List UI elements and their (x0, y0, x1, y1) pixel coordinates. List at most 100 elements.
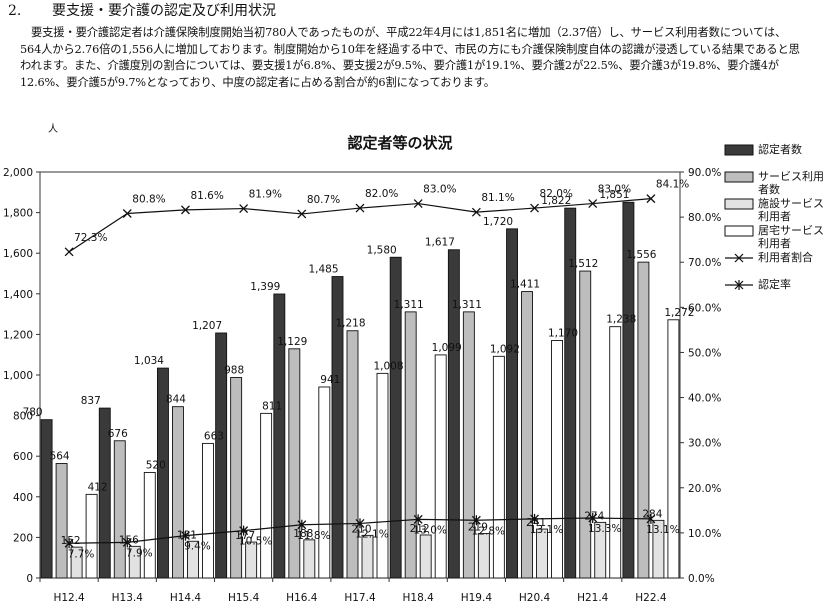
x-tick-label: H13.4 (112, 592, 144, 604)
x-tick-label: H18.4 (403, 592, 435, 604)
legend-item-certified: 認定者数 (722, 142, 826, 169)
line-value-label: 7.9% (126, 547, 153, 559)
bar-value-label: 284 (642, 508, 662, 520)
bar (303, 539, 316, 579)
legend-swatch-bar-gray (724, 171, 754, 183)
bar-value-label: 1,034 (134, 355, 164, 367)
bar-value-label: 663 (204, 430, 224, 442)
legend-item-certification-rate: 認定率 (722, 277, 826, 304)
bar (143, 471, 156, 579)
bar (376, 372, 389, 579)
line-marker (646, 513, 656, 524)
line-value-label: 83.0% (423, 184, 456, 196)
y-left-tick-label: 2,000 (3, 167, 33, 179)
bar (361, 534, 374, 579)
bar (521, 291, 533, 579)
x-tick-label: H19.4 (461, 592, 493, 604)
bar (85, 493, 98, 579)
y-right-tick-label: 30.0% (688, 438, 721, 450)
line-value-label: 84.1% (656, 179, 689, 191)
line-marker (355, 518, 365, 529)
y-right-tick-label: 40.0% (688, 393, 721, 405)
bar (128, 545, 141, 579)
bar (536, 528, 548, 579)
y-left-tick-label: 400 (13, 492, 33, 504)
y-left-tick-label: 1,600 (3, 248, 33, 260)
legend-label: 認定者数 (758, 143, 802, 156)
bar-value-label: 241 (526, 517, 546, 529)
line-value-label: 13.0% (414, 524, 447, 536)
legend-swatch-star-line (725, 280, 753, 290)
bar (260, 412, 273, 579)
bar (609, 326, 622, 579)
legend-label: 利用者割合 (758, 251, 813, 264)
left-y-axis: 0 200 400 600 800 1,000 1,200 1,400 1,600 1,800 2,… (3, 167, 40, 585)
bar-value-label: 1,129 (277, 336, 307, 348)
line-marker (471, 515, 481, 526)
x-tick-label: H15.4 (228, 592, 260, 604)
line-value-label: 83.0% (598, 184, 631, 196)
bar-value-label: 676 (108, 428, 128, 440)
line-marker (122, 537, 132, 548)
bar (273, 293, 286, 579)
line-value-label: 7.7% (68, 548, 95, 560)
bar-value-label: 837 (81, 395, 101, 407)
bar-value-label: 1,720 (483, 216, 513, 228)
y-left-tick-label: 600 (13, 451, 33, 463)
x-axis: H12.4 H13.4 H14.4 H15.4 H16.4 H17.4 H18.4 H19.4… (39, 578, 667, 604)
bar-value-label: 1,311 (394, 299, 424, 311)
bar-value-label: 1,218 (335, 318, 365, 330)
bar (202, 442, 214, 579)
y-left-tick-label: 0 (26, 573, 33, 585)
y-right-tick-label: 20.0% (688, 483, 721, 495)
bar (40, 419, 53, 579)
y-left-tick-label: 200 (13, 532, 33, 544)
bar-value-label: 1,272 (664, 307, 694, 319)
y-left-tick-label: 1,400 (3, 289, 33, 301)
bar (113, 440, 126, 579)
bar-value-label: 1,512 (568, 258, 598, 270)
bar-value-label: 1,399 (250, 281, 280, 293)
legend-swatch-x-line (725, 253, 753, 263)
section-heading: 2. 要支援・要介護の認定及び利用状況 (8, 2, 818, 20)
chart-title: 認定者等の状況 (347, 134, 452, 152)
y-left-tick-label: 1,800 (3, 208, 33, 220)
bar-value-label: 412 (88, 481, 108, 493)
line-value-label: 82.0% (540, 188, 573, 200)
line-marker (64, 538, 74, 549)
line-marker (530, 513, 540, 524)
legend-swatch-bar-dark (724, 144, 754, 156)
bar (98, 407, 111, 579)
legend-label: 施設サービス利用者 (758, 197, 824, 223)
bar-value-label: 1,485 (308, 264, 338, 276)
bar-value-label: 1,207 (192, 320, 222, 332)
bar (477, 533, 490, 579)
legend-swatch-bar-white (724, 225, 754, 237)
line-marker (64, 247, 74, 257)
section-paragraph: 要支援・要介護認定者は介護保険制度開始当初780人であったものが、平成22年4月… (20, 26, 800, 89)
line-marker (239, 204, 249, 213)
bar-value-label: 212 (410, 523, 430, 535)
x-tick-label: H17.4 (344, 592, 376, 604)
x-tick-label: H16.4 (286, 592, 318, 604)
x-tick-label: H22.4 (635, 592, 667, 604)
legend-swatch-bar-light (724, 198, 754, 210)
line-marker (297, 519, 307, 530)
line-value-label: 72.3% (74, 232, 107, 244)
section-number: 2. (8, 3, 22, 19)
x-tick-label: H20.4 (519, 592, 551, 604)
bar (447, 249, 460, 579)
line-marker (297, 209, 307, 219)
bar-value-label: 1,008 (373, 360, 403, 372)
bar-value-label: 780 (23, 407, 43, 419)
left-axis-unit: 人 (48, 123, 58, 135)
bar (462, 311, 475, 579)
line-marker (122, 209, 132, 218)
line-value-label: 12.1% (355, 528, 388, 540)
bar-value-label: 941 (320, 374, 340, 386)
bar (187, 540, 199, 579)
bar (230, 376, 243, 579)
bar (492, 355, 505, 579)
bar (245, 541, 258, 579)
y-left-tick-label: 800 (13, 411, 33, 423)
